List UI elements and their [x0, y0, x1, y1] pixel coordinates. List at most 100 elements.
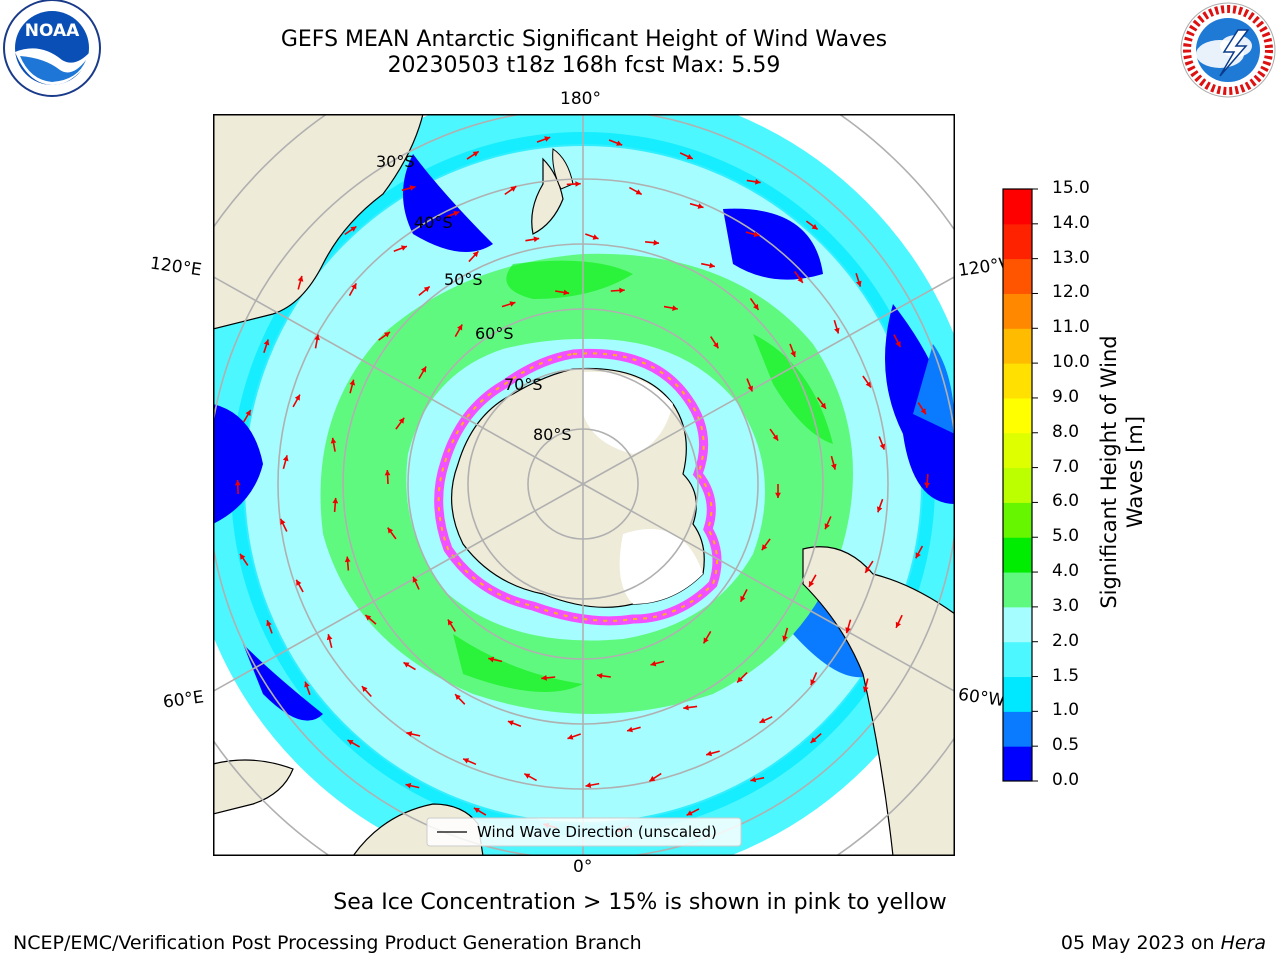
wind-wave-arrowhead [384, 332, 390, 338]
wind-wave-arrowhead [351, 283, 357, 290]
lon-label-180: 180° [560, 89, 601, 109]
wind-wave-arrowhead [488, 656, 495, 663]
colorbar-title-line1: Significant Height of Wind [1097, 335, 1121, 609]
wind-wave-arrowhead [463, 758, 470, 764]
wind-wave-arrowhead [653, 239, 659, 246]
colorbar-tick-label: 15.0 [1052, 178, 1090, 198]
lat-label-60s: 60°S [475, 324, 514, 343]
wind-wave-arrowhead [831, 463, 837, 470]
colorbar-segment [1003, 328, 1032, 364]
wind-wave-arrowhead [924, 482, 930, 488]
wind-wave-arrowhead [541, 675, 547, 681]
colorbar-segment [1003, 258, 1032, 294]
wind-wave-arrowhead [507, 720, 514, 726]
colorbar-tick-label: 6.0 [1052, 491, 1080, 512]
wind-wave-arrowhead [797, 277, 803, 283]
colorbar-tick-label: 3.0 [1052, 595, 1080, 616]
footer-credit: NCEP/EMC/Verification Post Processing Pr… [13, 932, 642, 954]
wind-wave-arrowhead [412, 576, 418, 583]
wind-wave-arrowhead [330, 437, 337, 444]
colorbar-segment [1003, 189, 1032, 225]
wind-wave-arrowhead [297, 275, 304, 282]
wind-wave-arrowhead [879, 443, 886, 450]
lon-label-0: 0° [573, 857, 593, 877]
chart-title: GEFS MEAN Antarctic Significant Height o… [280, 27, 888, 52]
wind-wave-arrowhead [755, 178, 761, 185]
wind-wave-arrowhead [472, 151, 479, 157]
wind-wave-arrowhead [697, 203, 704, 209]
wind-wave-arrowhead [649, 775, 656, 782]
lat-label-70s: 70°S [504, 375, 543, 394]
wind-wave-arrowhead [683, 704, 689, 711]
polar-map: Wind Wave Direction (unscaled) [213, 114, 955, 856]
colorbar-tick-label: 12.0 [1052, 282, 1090, 303]
wind-wave-arrowhead [409, 185, 416, 191]
colorbar [1002, 188, 1038, 782]
wind-wave-arrowhead [263, 339, 270, 346]
wind-wave-arrowhead [361, 686, 368, 692]
colorbar-tick-label: 4.0 [1052, 561, 1080, 582]
wind-wave-arrowhead [240, 553, 246, 560]
colorbar-segment [1003, 572, 1032, 608]
wind-wave-arrowhead [453, 211, 460, 217]
wind-wave-arrowhead [824, 523, 830, 530]
wind-wave-arrowhead [510, 186, 517, 192]
wind-wave-arrowhead [790, 351, 796, 357]
wind-wave-arrowhead [401, 245, 407, 251]
colorbar-tick-label: 0.0 [1052, 770, 1080, 790]
wind-wave-arrowhead [472, 251, 479, 258]
wind-wave-arrowhead [280, 518, 286, 525]
wind-wave-arrowhead [750, 776, 757, 783]
wind-wave-arrowhead [592, 234, 599, 240]
wind-wave-arrowhead [344, 556, 351, 563]
wind-wave-arrowhead [753, 303, 759, 310]
wind-wave-arrowhead [326, 634, 333, 641]
colorbar-tick-label: 0.5 [1052, 735, 1080, 756]
colorbar-segment [1003, 746, 1032, 782]
wind-wave-arrowhead [865, 566, 871, 573]
wind-wave-arrowhead [856, 280, 862, 287]
wind-wave-arrowhead [811, 224, 818, 230]
wind-wave-arrowhead [423, 286, 430, 292]
colorbar-tick-label: 14.0 [1052, 212, 1090, 233]
wind-wave-arrowhead [703, 637, 709, 644]
colorbar-segment [1003, 223, 1032, 260]
wind-wave-arrowhead [347, 740, 354, 746]
colorbar-tick-label: 13.0 [1052, 247, 1090, 268]
colorbar-tick-label: 2.0 [1052, 630, 1080, 651]
wind-wave-arrowhead [713, 342, 719, 349]
wind-wave-arrowhead [455, 694, 461, 700]
wind-wave-arrows [234, 136, 930, 833]
wind-wave-arrowhead [575, 181, 581, 187]
wind-wave-arrowhead [405, 782, 412, 789]
lon-label-60w: 60°W [956, 684, 1007, 712]
lon-label-60e: 60°E [161, 687, 206, 713]
wind-wave-arrowhead [809, 580, 815, 587]
storm-track-band [320, 253, 853, 714]
noaa-logo-text: NOAA [25, 21, 80, 41]
wind-wave-arrowhead [772, 434, 779, 441]
wind-wave-arrowhead [282, 455, 289, 462]
wind-wave-arrowhead [314, 334, 320, 341]
colorbar-tick-label: 8.0 [1052, 421, 1080, 442]
colorbar-title-line2: Waves [m] [1123, 415, 1147, 529]
wind-wave-arrowhead [619, 287, 625, 294]
colorbar-segment [1003, 606, 1032, 643]
footer-date: 05 May 2023 on Hera [1061, 932, 1266, 954]
wind-wave-arrowhead [737, 676, 743, 683]
wind-wave-arrowhead [457, 324, 463, 331]
wind-wave-arrowhead [876, 506, 883, 513]
wind-wave-arrowhead [234, 480, 241, 486]
lat-label-40s: 40°S [414, 213, 453, 232]
wind-wave-arrowhead [672, 305, 678, 311]
footer-date-text: 05 May 2023 on [1060, 932, 1221, 954]
colorbar-tick-label: 10.0 [1052, 352, 1090, 373]
legend-label: Wind Wave Direction (unscaled) [477, 823, 717, 841]
wind-wave-arrowhead [349, 379, 356, 386]
wind-wave-arrowhead [365, 615, 372, 621]
wind-wave-arrowhead [509, 301, 516, 307]
wind-wave-arrowhead [266, 620, 272, 627]
colorbar-tick-label: 5.0 [1052, 526, 1080, 547]
wind-wave-arrowhead [775, 492, 781, 498]
map-legend: Wind Wave Direction (unscaled) [426, 817, 742, 847]
